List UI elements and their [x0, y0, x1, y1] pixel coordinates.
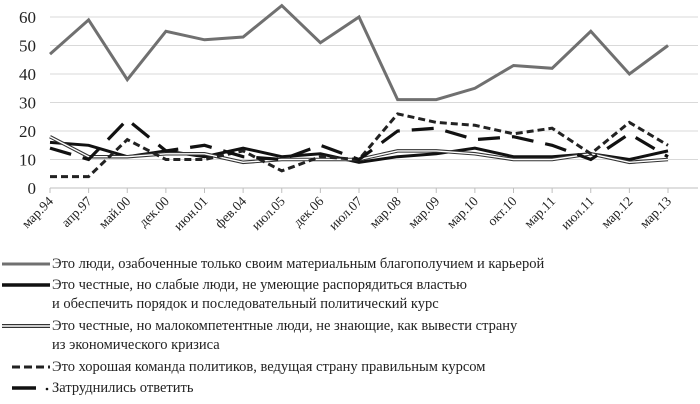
- x-tick-label: мар.12: [598, 194, 636, 232]
- x-tick-label: мар.13: [637, 193, 675, 231]
- legend-item-incompetent: Это честные, но малокомпетентные люди, н…: [0, 317, 517, 355]
- legend-item-undecided: Затруднились ответить: [0, 379, 193, 398]
- x-tick-label: май.00: [96, 193, 134, 231]
- x-tick-label: мар.94: [19, 193, 57, 231]
- legend-swatch-short-dash: [0, 358, 52, 377]
- legend-label: Это хорошая команда политиков, ведущая с…: [52, 359, 486, 375]
- legend-swatch-black-solid: [0, 276, 52, 295]
- legend-label: Это честные, но малокомпетентные люди, н…: [52, 318, 518, 353]
- legend-item-weak: Это честные, но слабые люди, не умеющие …: [0, 276, 467, 314]
- y-tick-label: 30: [19, 94, 36, 113]
- x-tick-label: июл.07: [326, 193, 365, 232]
- x-tick-label: июн.01: [171, 194, 211, 234]
- x-tick-label: апр.97: [58, 193, 95, 230]
- y-tick-label: 40: [19, 65, 36, 84]
- line-chart: 0 10 20 30 40 50 60 мар.94 апр.97 май.00 дек.00июн…: [19, 3, 698, 234]
- series-line-4: [49, 117, 669, 162]
- legend-swatch-gray-solid: [0, 255, 52, 274]
- series-line-0: [49, 3, 669, 102]
- series-line-3: [50, 112, 669, 179]
- legend-swatch-double-line: [0, 317, 52, 336]
- legend-label: Затруднились ответить: [52, 380, 194, 396]
- legend-swatch-long-dash: [0, 379, 52, 398]
- legend-item-material: Это люди, озабоченные только своим матер…: [0, 255, 544, 274]
- x-tick-label: дек.06: [290, 193, 326, 229]
- x-tick-label: окт.10: [484, 193, 519, 228]
- legend-item-good-team: Это хорошая команда политиков, ведущая с…: [0, 358, 485, 377]
- x-tick-label: мар.09: [405, 193, 443, 231]
- x-tick-label: дек.00: [136, 193, 172, 229]
- y-tick-label: 50: [19, 37, 36, 56]
- x-tick-label: июл.05: [249, 193, 288, 232]
- y-tick-label: 60: [19, 8, 36, 27]
- y-tick-label: 20: [19, 122, 36, 141]
- x-tick-label: мар.11: [521, 194, 558, 231]
- x-tick-label: мар.08: [366, 193, 404, 231]
- y-tick-label: 0: [28, 179, 37, 198]
- x-tick-label: мар.10: [443, 193, 481, 231]
- x-tick-label: фев.04: [212, 193, 250, 231]
- y-tick-label: 10: [19, 151, 36, 170]
- x-tick-label: июл.11: [558, 194, 597, 233]
- legend-label: Это честные, но слабые люди, не умеющие …: [52, 277, 468, 312]
- legend-label: Это люди, озабоченные только своим матер…: [52, 256, 545, 272]
